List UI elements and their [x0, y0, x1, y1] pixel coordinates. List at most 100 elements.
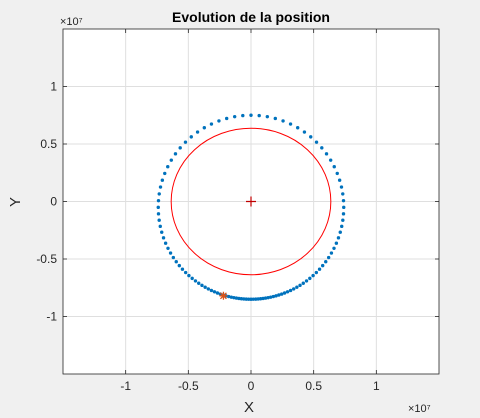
orbit-point — [281, 119, 285, 123]
orbit-point — [229, 295, 233, 299]
orbit-point — [334, 241, 339, 245]
orbit-point — [317, 267, 322, 271]
orbit-point — [256, 297, 260, 301]
orbit-point — [163, 241, 168, 245]
orbit-point — [241, 113, 245, 118]
orbit-point — [174, 260, 178, 264]
orbit-point — [273, 116, 278, 121]
orbit-point — [212, 290, 217, 294]
orbit-point — [295, 126, 300, 130]
orbit-point — [163, 171, 167, 176]
x-tick-label: 0 — [248, 379, 255, 393]
y-exponent-label: ×10⁷ — [60, 16, 83, 28]
earth-circle — [170, 127, 332, 276]
orbit-point — [183, 140, 188, 144]
orbit-point — [178, 146, 182, 150]
orbit-point — [261, 296, 265, 301]
orbit-point — [246, 297, 251, 301]
orbit-point — [285, 290, 290, 294]
orbit-point — [232, 295, 236, 300]
y-tick-label: 0.5 — [40, 137, 57, 151]
orbit-point — [339, 185, 344, 189]
orbit-point — [314, 270, 319, 275]
orbit-point — [311, 273, 315, 278]
x-tick-label: 0.5 — [305, 379, 322, 393]
orbit-point — [341, 198, 346, 203]
ticks: -1 -0.5 0 0.5 1 -1 -0.5 0 0.5 1 — [36, 29, 439, 393]
orbit-point — [195, 130, 200, 134]
orbit-point — [320, 263, 325, 268]
orbit-point — [158, 224, 162, 229]
orbit-point — [206, 287, 211, 291]
orbit-point — [224, 116, 229, 121]
orbit-point — [157, 218, 161, 222]
orbit-point — [265, 114, 270, 119]
orbit-point — [295, 285, 299, 289]
orbit-point — [189, 135, 193, 139]
orbit-point — [257, 113, 261, 118]
orbit-point — [249, 297, 253, 301]
orbit-point — [342, 205, 346, 210]
orbit-point — [190, 276, 194, 281]
orbit-point — [332, 246, 336, 250]
y-tick-label: 1 — [50, 80, 57, 94]
x-tick-label: 1 — [373, 379, 380, 393]
orbit-point — [215, 291, 220, 295]
orbit-point — [242, 297, 246, 301]
orbit-point — [308, 276, 312, 281]
y-tick-label: 0 — [50, 195, 57, 209]
orbit-point — [166, 246, 170, 250]
x-tick-label: -1 — [120, 379, 131, 393]
orbit-point — [328, 158, 333, 162]
x-exponent-label: ×10⁷ — [408, 403, 431, 415]
orbit-point — [209, 288, 214, 293]
orbit-point — [166, 165, 170, 169]
orbit-point — [279, 292, 284, 296]
orbit-point — [324, 152, 329, 156]
orbit-point — [171, 255, 176, 260]
orbit-point — [232, 114, 237, 119]
orbit-point — [320, 146, 324, 150]
chart-marks — [156, 113, 346, 301]
orbit-point — [338, 230, 342, 234]
orbit-point — [288, 122, 293, 126]
orbit-point — [340, 224, 344, 229]
orbit-point — [341, 192, 345, 196]
orbit-point — [258, 297, 263, 301]
orbit-point — [263, 296, 268, 300]
orbit-point — [156, 205, 160, 210]
chart-title: Evolution de la position — [172, 9, 330, 25]
orbit-point — [341, 218, 345, 222]
orbit-point — [193, 279, 198, 283]
orbit-point — [180, 267, 185, 271]
orbit-point — [324, 260, 328, 264]
orbit-point — [336, 236, 341, 240]
orbit-point — [282, 291, 287, 295]
orbit-point — [274, 294, 278, 298]
orbit-point — [168, 251, 173, 255]
orbit-point — [156, 212, 161, 216]
orbit-point — [234, 296, 239, 300]
orbit-point — [271, 294, 276, 299]
orbit-point — [156, 198, 161, 203]
orbit-point — [244, 297, 248, 301]
orbit-point — [161, 236, 166, 240]
orbit-point — [169, 158, 174, 162]
orbit-point — [301, 281, 305, 285]
orbit-point — [239, 297, 244, 301]
orbit-point — [158, 185, 163, 189]
orbit-point — [203, 285, 207, 289]
orbit-point — [202, 126, 207, 130]
orbit-point — [298, 283, 302, 288]
orbit-point — [326, 255, 331, 260]
x-tick-label: -0.5 — [178, 379, 199, 393]
orbit-point — [337, 178, 342, 182]
orbit-point — [332, 165, 336, 169]
current-position-star — [219, 291, 228, 300]
orbit-point — [314, 140, 319, 144]
orbit-point — [288, 288, 293, 293]
orbit-point — [160, 230, 164, 234]
orbit-point — [209, 122, 214, 126]
orbit-point — [160, 178, 165, 182]
